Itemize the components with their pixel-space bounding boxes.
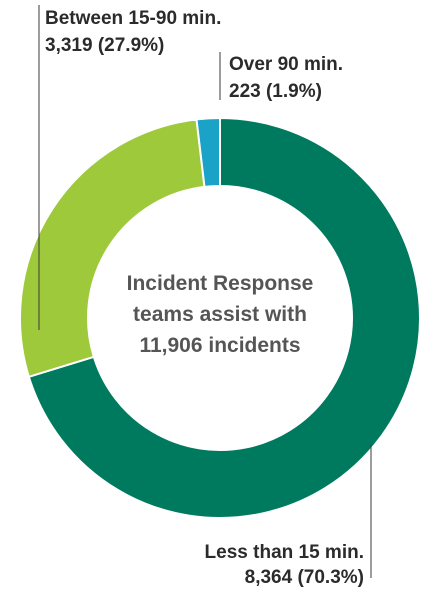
slice-less-than-15-min bbox=[27, 116, 421, 519]
center-text-line-3: 11,906 incidents bbox=[139, 334, 300, 357]
slice-value-less-than-15: 8,364 (70.3%) bbox=[245, 567, 364, 588]
slice-label-less-than-15: Less than 15 min. bbox=[205, 542, 364, 563]
center-text-line-2: teams assist with bbox=[133, 303, 307, 326]
slice-label-between-15-90: Between 15-90 min. bbox=[45, 8, 221, 29]
slice-between-15-90-min bbox=[19, 118, 206, 379]
slices-layer bbox=[19, 116, 421, 519]
leader-lines bbox=[38, 5, 372, 578]
slice-value-between-15-90: 3,319 (27.9%) bbox=[45, 35, 164, 56]
slice-value-over-90: 223 (1.9%) bbox=[229, 81, 322, 102]
slice-over-90-min bbox=[195, 116, 221, 189]
center-text-line-1: Incident Response bbox=[127, 272, 314, 295]
slice-label-over-90: Over 90 min. bbox=[229, 54, 343, 75]
